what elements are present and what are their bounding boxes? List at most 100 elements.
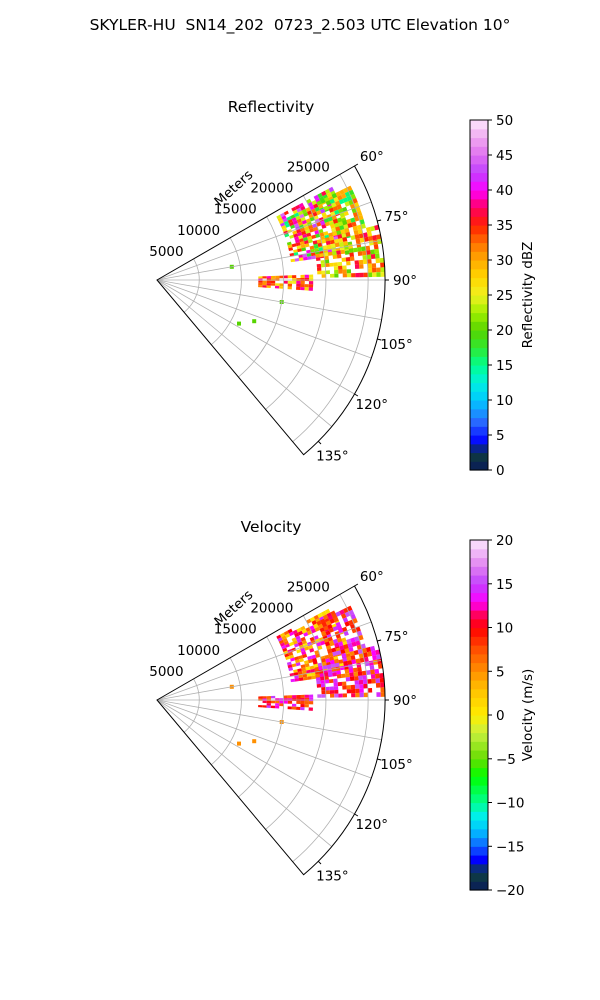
- range-ring: [292, 594, 369, 863]
- echo-gate: [370, 225, 376, 232]
- echo-gate: [358, 233, 364, 239]
- echo-gate: [274, 705, 280, 709]
- echo-gate: [285, 633, 291, 638]
- echo-gate: [287, 275, 293, 279]
- colorbar-band: [470, 417, 488, 427]
- echo-gate: [289, 672, 295, 677]
- echo-gate: [285, 643, 291, 648]
- echo-gate: [317, 242, 323, 247]
- echo-gate: [320, 208, 326, 214]
- echo-gate: [332, 218, 339, 224]
- echo-gate: [297, 630, 304, 636]
- echo-gate: [355, 658, 361, 664]
- colorbar-band: [470, 872, 488, 882]
- echo-gate: [291, 637, 297, 642]
- echo-gate: [266, 285, 271, 288]
- echo-gate: [313, 194, 320, 200]
- echo-region-4: [258, 694, 314, 711]
- echo-gate: [349, 651, 355, 656]
- echo-gate: [356, 662, 362, 668]
- echo-gate: [325, 237, 330, 242]
- echo-gate: [338, 269, 343, 274]
- echo-gate: [266, 705, 271, 708]
- echo-gate: [351, 627, 357, 634]
- echo-gate: [334, 273, 339, 278]
- echo-gate: [345, 232, 351, 237]
- echo-gate: [338, 659, 344, 664]
- echo-gate: [350, 684, 356, 690]
- echo-gate: [375, 673, 380, 679]
- echo-gate: [327, 614, 334, 621]
- echo-gate: [318, 623, 324, 629]
- echo-gate: [287, 244, 293, 249]
- echo-gate: [341, 681, 347, 686]
- echo-gate: [352, 667, 358, 673]
- echo-gate: [371, 263, 377, 268]
- echo-gate: [296, 706, 301, 710]
- echo-gate: [308, 274, 314, 278]
- echo-gate: [294, 643, 300, 648]
- echo-speck: [237, 321, 241, 326]
- echo-gate: [266, 278, 271, 281]
- echo-gate: [271, 278, 276, 281]
- echo-gate: [345, 257, 351, 262]
- colorbar-band: [470, 225, 488, 235]
- echo-gate: [365, 245, 371, 251]
- echo-gate: [346, 656, 352, 661]
- echo-gate: [349, 672, 354, 677]
- colorbar-tick-label: 20: [496, 533, 513, 549]
- theta-tick: [354, 813, 359, 817]
- echo-region-3: [312, 224, 385, 278]
- echo-gate: [320, 198, 326, 204]
- echo-gate: [296, 701, 301, 704]
- echo-gate: [300, 287, 305, 291]
- echo-gate: [294, 223, 300, 228]
- echo-gate: [311, 255, 316, 260]
- echo-gate: [300, 707, 305, 711]
- theta-tick: [377, 338, 382, 341]
- echo-gate: [336, 624, 342, 630]
- echo-gate: [308, 284, 314, 288]
- r-tick-label: 5000: [149, 664, 183, 680]
- echo-gate: [303, 236, 308, 242]
- echo-gate: [266, 703, 271, 706]
- echo-gate: [294, 678, 300, 682]
- echo-gate: [334, 689, 339, 694]
- echo-gate: [284, 233, 290, 238]
- echo-gate: [308, 239, 313, 244]
- echo-gate: [315, 677, 321, 681]
- colorbar-band: [470, 251, 488, 261]
- echo-gate: [342, 220, 348, 226]
- echo-gate: [316, 680, 321, 685]
- echo-gate: [291, 706, 297, 710]
- echo-gate: [346, 218, 352, 224]
- echo-gate: [289, 654, 295, 659]
- echo-gate: [352, 225, 358, 231]
- echo-gate: [357, 666, 362, 672]
- echo-gate: [304, 243, 310, 248]
- echo-gate: [280, 222, 286, 227]
- echo-gate: [359, 272, 364, 278]
- colorbar-band: [470, 400, 488, 410]
- echo-gate: [357, 246, 362, 252]
- echo-gate: [281, 215, 287, 220]
- echo-gate: [292, 220, 298, 225]
- echo-gate: [287, 628, 293, 634]
- echo-region-2: [316, 185, 366, 238]
- radial-gridline: [156, 621, 372, 701]
- echo-gate: [305, 666, 311, 671]
- echo-gate: [309, 616, 316, 622]
- echo-gate: [327, 648, 333, 654]
- colorbar-tick-label: 35: [496, 218, 513, 234]
- echo-gate: [333, 266, 339, 271]
- echo-gate: [287, 664, 293, 669]
- echo-gate: [288, 651, 294, 656]
- echo-gate: [320, 658, 326, 663]
- echo-speck: [237, 741, 241, 746]
- echo-gate: [292, 629, 298, 635]
- sector-frame: [156, 165, 386, 456]
- echo-gate: [315, 253, 321, 258]
- echo-gate: [347, 222, 353, 228]
- colorbar-band: [470, 233, 488, 244]
- echo-gate: [321, 190, 327, 197]
